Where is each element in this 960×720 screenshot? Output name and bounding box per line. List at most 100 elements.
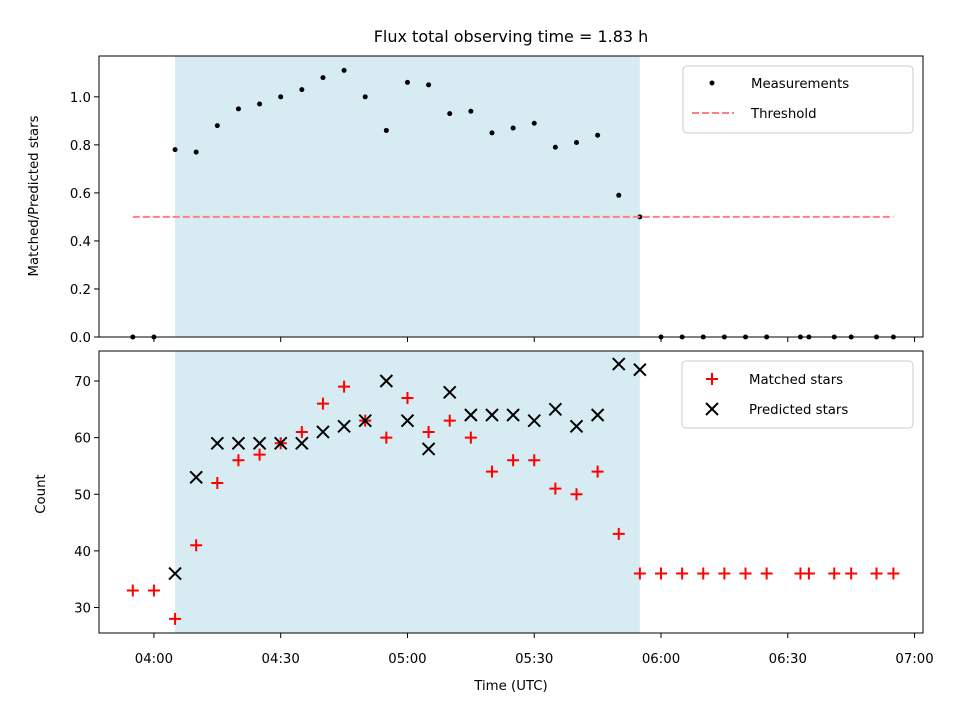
measurement-point: [531, 120, 537, 126]
predicted-star-point: [379, 374, 394, 388]
predicted-star-point: [443, 385, 457, 400]
x-tick-label: 07:00: [895, 652, 933, 667]
predicted-star-point: [210, 436, 225, 451]
y-tick-label: 0.8: [70, 139, 91, 154]
measurement-point: [257, 101, 263, 107]
measurement-point: [404, 79, 410, 85]
matched-star-point: [485, 465, 498, 478]
top-legend-box: [682, 65, 914, 134]
y-tick-label: 1.0: [70, 91, 91, 106]
matched-star-point: [802, 567, 815, 580]
measurement-point: [214, 123, 220, 129]
observing-window-span: [175, 56, 640, 337]
top-axes-frame: [98, 55, 924, 338]
measurement-point: [426, 82, 432, 88]
measurement-point: [468, 108, 474, 114]
measurement-point: [278, 94, 284, 100]
matched-star-point: [190, 539, 203, 552]
matched-star-point: [549, 482, 562, 495]
measurement-point: [489, 130, 495, 136]
matched-star-point: [570, 488, 583, 501]
measurement-point: [193, 149, 199, 155]
matched-star-point: [697, 567, 710, 580]
predicted-star-point: [527, 413, 541, 428]
matched-star-point: [338, 380, 351, 393]
predicted-star-point: [168, 566, 182, 581]
predicted-star-point: [273, 436, 288, 451]
matched-star-point: [528, 454, 541, 467]
predicted-star-point: [337, 419, 351, 434]
observing-window-rect: [175, 56, 640, 337]
predicted-star-point: [295, 436, 309, 451]
matched-star-point: [870, 567, 883, 580]
x-tick-label: 05:00: [388, 652, 426, 667]
legend-predicted-label: Predicted stars: [749, 403, 848, 418]
measurement-point: [341, 67, 347, 73]
matched-star-point: [633, 567, 646, 580]
measurement-point: [383, 127, 389, 133]
measurement-point: [573, 139, 579, 145]
predicted-star-point: [590, 408, 605, 422]
matched-star-point: [591, 465, 604, 478]
y-tick-label: 40: [74, 545, 91, 560]
measurement-point: [510, 125, 516, 131]
x-tick-label: 04:30: [262, 652, 300, 667]
legend-matched-label: Matched stars: [749, 373, 843, 388]
predicted-star-point: [612, 357, 626, 371]
bottom-panel: 30 40 50 60 70 04:00 04:30 05:00 05:30 06:00 06:3…: [34, 350, 934, 694]
matched-star-point: [126, 584, 139, 597]
x-axis-label: Time (UTC): [473, 679, 548, 694]
matched-star-point: [422, 425, 435, 438]
matched-star-point: [147, 584, 160, 597]
matched-star-point: [655, 567, 668, 580]
y-tick-label: 0.4: [70, 235, 91, 250]
x-tick-label: 04:00: [135, 652, 173, 667]
matched-star-point: [828, 567, 841, 580]
predicted-star-point: [231, 436, 246, 451]
measurement-point: [595, 132, 601, 138]
predicted-star-point: [633, 362, 647, 377]
measurement-point: [637, 214, 643, 220]
matched-star-point: [253, 448, 266, 461]
measurement-point: [299, 87, 305, 93]
predicted-star-point: [358, 413, 372, 428]
measurement-point: [616, 192, 622, 198]
matched-star-point: [232, 454, 245, 467]
predicted-star-point: [548, 402, 563, 417]
predicted-star-point: [485, 408, 499, 422]
predicted-star-point: [569, 419, 584, 434]
matched-star-point: [443, 414, 456, 427]
matched-star-point: [887, 567, 900, 580]
matched-star-point: [316, 397, 329, 410]
matched-star-point: [676, 567, 689, 580]
top-legend: Measurements Threshold: [682, 65, 914, 134]
predicted-star-point: [189, 470, 203, 484]
legend-measurements-marker: [709, 80, 715, 86]
bottom-legend-box: [681, 360, 914, 429]
y-tick-label: 30: [74, 602, 91, 617]
matched-star-point: [760, 567, 773, 580]
bottom-y-axis-label: Count: [34, 474, 49, 514]
y-tick-label: 0.6: [70, 187, 91, 202]
y-tick-label: 0.2: [70, 283, 91, 298]
top-y-axis-label: Matched/Predicted stars: [27, 115, 42, 276]
predicted-star-point: [506, 408, 520, 422]
y-tick-label: 0.0: [70, 331, 91, 346]
measurement-point: [172, 147, 178, 153]
bottom-axes-frame: [98, 350, 924, 634]
matched-star-point: [612, 527, 625, 540]
measurement-point: [362, 94, 368, 100]
matched-star-point: [380, 431, 393, 444]
matched-star-point: [464, 431, 477, 444]
chart-title: Flux total observing time = 1.83 h: [374, 27, 649, 46]
x-tick-label: 05:30: [515, 652, 553, 667]
legend-threshold-label: Threshold: [750, 107, 817, 122]
y-tick-label: 60: [74, 432, 91, 447]
matched-star-point: [507, 454, 520, 467]
measurement-point: [320, 75, 326, 81]
predicted-star-point: [464, 408, 478, 422]
legend-predicted-marker: [705, 402, 719, 416]
matched-star-point: [211, 476, 224, 489]
predicted-star-point: [316, 425, 330, 439]
